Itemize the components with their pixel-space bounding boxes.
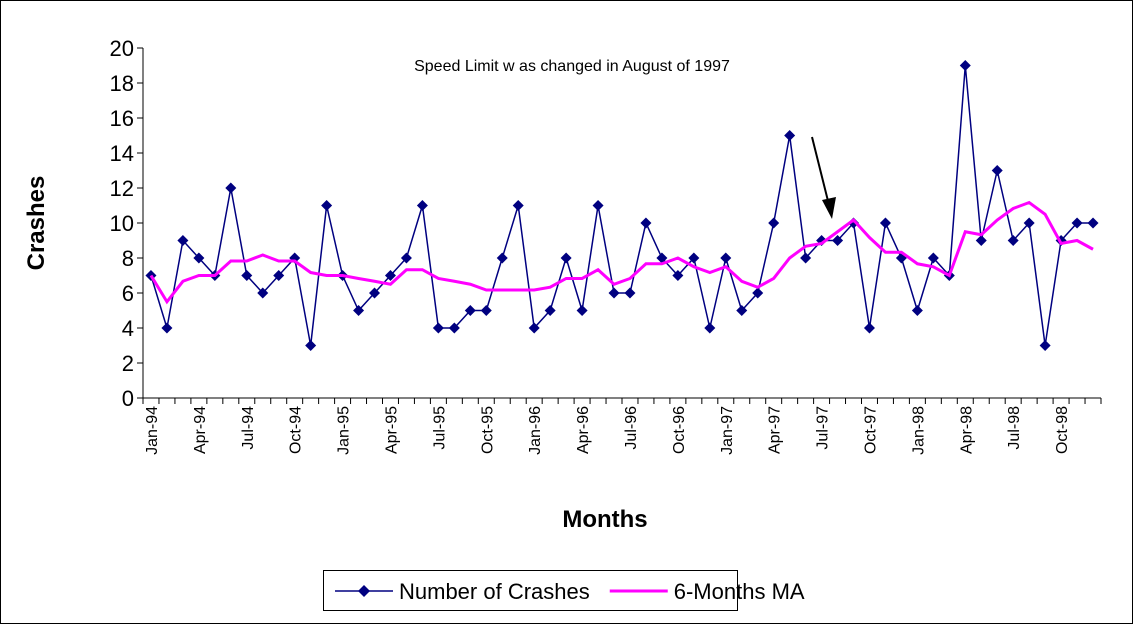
data-point <box>784 130 796 141</box>
data-point <box>608 287 620 299</box>
x-tick-label: Apr-95 <box>383 406 400 454</box>
data-point <box>369 287 381 299</box>
data-point <box>879 217 891 229</box>
data-point <box>592 200 604 211</box>
x-tick-label: Oct-95 <box>479 406 496 454</box>
data-point <box>464 305 476 316</box>
data-point <box>512 200 524 211</box>
data-point <box>448 322 460 334</box>
x-tick-label: Oct-98 <box>1054 406 1071 454</box>
annotation: Speed Limit w as changed in August of 19… <box>414 58 730 75</box>
data-point <box>927 252 939 264</box>
data-point <box>384 270 396 281</box>
data-point <box>911 305 923 316</box>
y-tick-label: 18 <box>110 71 134 96</box>
y-tick-label: 14 <box>110 141 134 166</box>
y-axis-title: Crashes <box>23 176 50 271</box>
annotation-arrow <box>811 136 836 219</box>
data-point <box>321 200 333 211</box>
y-tick-label: 2 <box>122 351 134 376</box>
x-tick-label: Apr-96 <box>575 406 592 454</box>
x-tick-label: Jul-96 <box>623 406 640 450</box>
data-point <box>1023 217 1035 229</box>
x-tick-label: Jul-95 <box>431 406 448 450</box>
data-point <box>177 235 189 246</box>
data-point <box>768 217 780 229</box>
data-point <box>1087 217 1099 229</box>
data-point <box>975 235 987 246</box>
x-tick-label: Oct-97 <box>862 406 879 454</box>
data-point <box>400 252 412 264</box>
x-tick-label: Jan-94 <box>144 406 161 455</box>
data-point <box>991 165 1003 176</box>
data-point <box>560 252 572 264</box>
data-point <box>752 287 764 299</box>
data-point <box>544 305 556 316</box>
data-point <box>305 340 317 351</box>
data-point <box>959 60 971 71</box>
x-tick-label: Apr-97 <box>767 406 784 454</box>
data-point <box>273 270 285 281</box>
data-point <box>528 322 540 334</box>
data-point <box>736 305 748 316</box>
data-point <box>257 287 269 299</box>
y-tick-label: 10 <box>110 211 134 236</box>
data-point <box>672 270 684 281</box>
x-axis-title: Months <box>562 506 647 533</box>
data-point <box>1039 340 1051 351</box>
legend-label: 6-Months MA <box>674 579 805 604</box>
data-point <box>432 322 444 334</box>
x-tick-label: Jan-95 <box>336 406 353 455</box>
data-point <box>1007 235 1019 246</box>
data-point <box>720 252 732 264</box>
series-line <box>149 200 1094 305</box>
data-point <box>688 252 700 264</box>
data-point <box>225 182 237 194</box>
y-tick-label: 4 <box>122 316 134 341</box>
y-tick-label: 20 <box>110 36 134 61</box>
data-point <box>656 252 668 264</box>
y-tick-label: 6 <box>122 281 134 306</box>
data-point <box>863 322 875 334</box>
data-point <box>193 252 205 264</box>
y-tick-label: 16 <box>110 106 134 131</box>
legend-label: Number of Crashes <box>399 579 590 604</box>
y-tick-label: 8 <box>122 246 134 271</box>
y-tick-label: 12 <box>110 176 134 201</box>
x-tick-label: Apr-98 <box>958 406 975 454</box>
series-line <box>150 65 1094 346</box>
x-tick-label: Jul-98 <box>1006 406 1023 450</box>
data-point <box>416 200 428 211</box>
data-point <box>496 252 508 264</box>
x-tick-label: Jan-97 <box>719 406 736 455</box>
x-tick-label: Jul-94 <box>240 406 257 450</box>
x-tick-label: Apr-94 <box>192 406 209 454</box>
legend-marker <box>358 585 370 597</box>
data-point <box>1071 217 1083 229</box>
data-point <box>241 270 253 281</box>
data-point <box>800 252 812 264</box>
data-point <box>704 322 716 334</box>
data-point <box>832 235 844 246</box>
x-tick-label: Jan-98 <box>910 406 927 455</box>
x-tick-label: Jan-96 <box>527 406 544 455</box>
data-point <box>161 322 173 334</box>
data-point <box>576 305 588 316</box>
x-tick-label: Oct-94 <box>288 406 305 454</box>
data-point <box>624 287 636 299</box>
x-tick-label: Jul-97 <box>815 406 832 450</box>
data-point <box>640 217 652 229</box>
y-tick-label: 0 <box>122 386 134 411</box>
data-point <box>353 305 365 316</box>
data-point <box>480 305 492 316</box>
x-tick-label: Oct-96 <box>671 406 688 454</box>
